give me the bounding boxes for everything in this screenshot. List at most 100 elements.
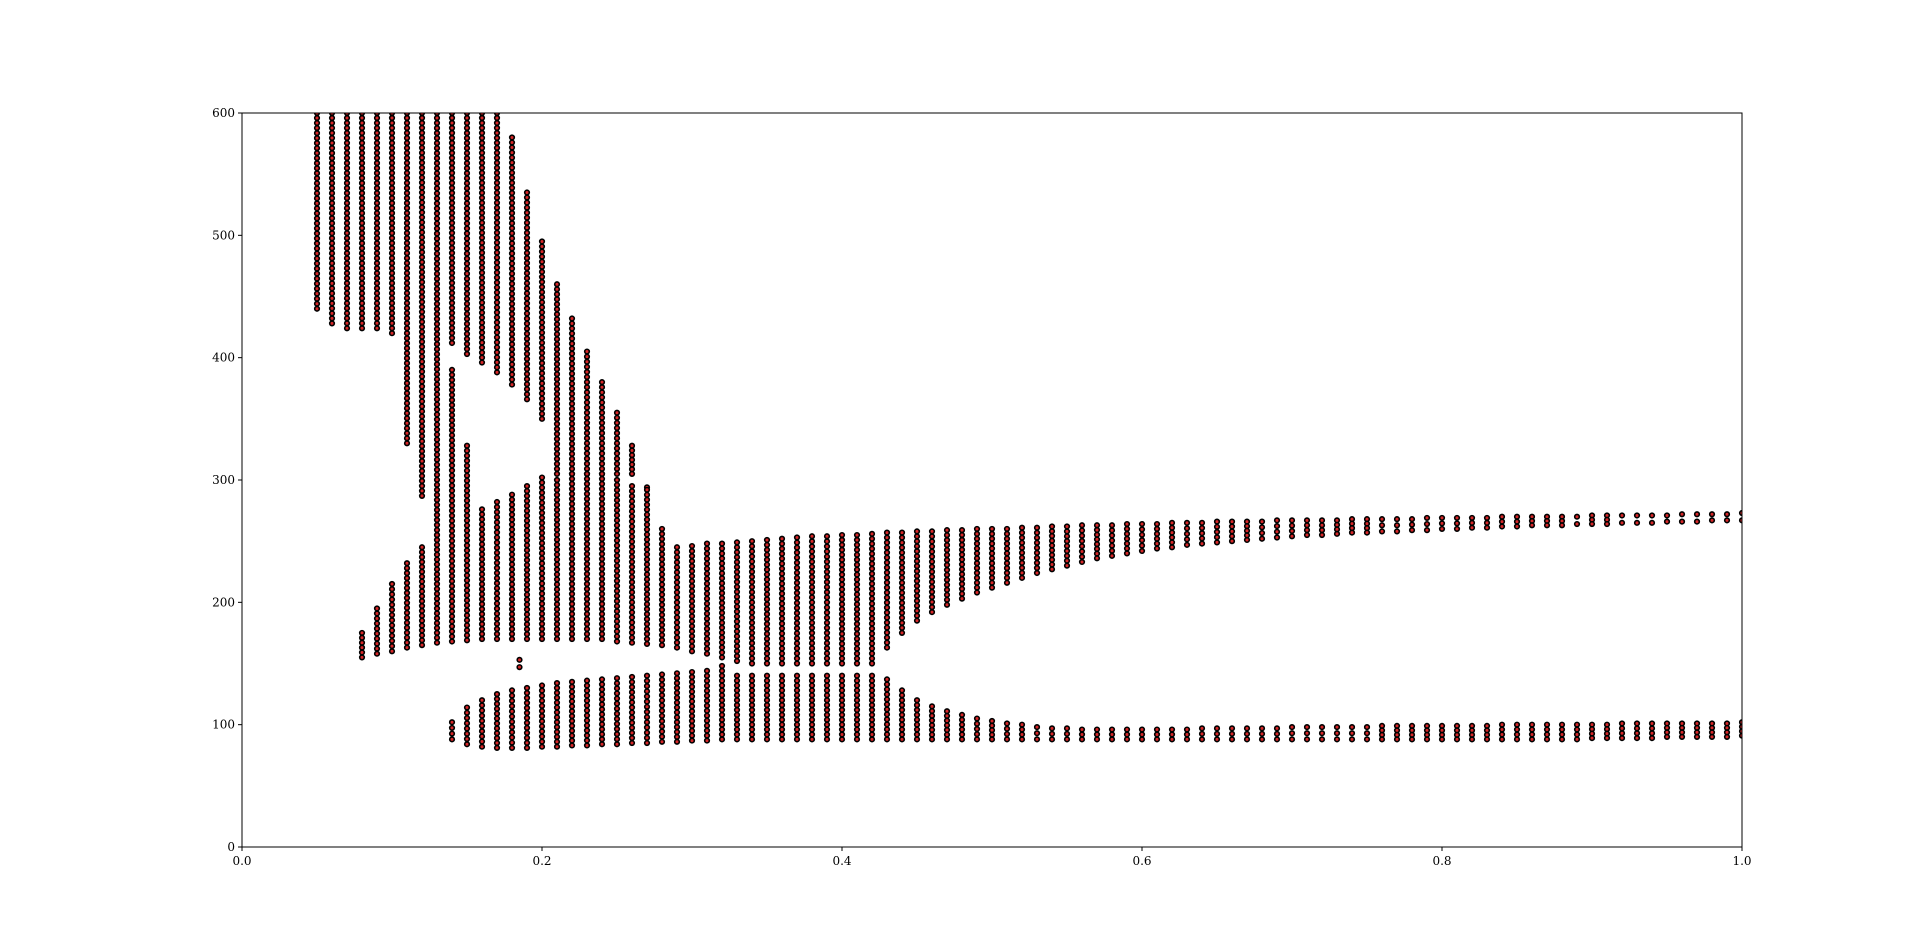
scatter-point — [313, 190, 321, 197]
scatter-point — [463, 587, 471, 594]
scatter-point — [418, 378, 426, 385]
scatter-point — [823, 655, 831, 662]
scatter-point — [778, 560, 786, 567]
scatter-point — [478, 329, 486, 336]
scatter-point — [643, 566, 651, 573]
scatter-point — [463, 527, 471, 534]
scatter-point — [433, 521, 441, 529]
scatter-point — [388, 204, 396, 212]
scatter-point — [373, 129, 381, 137]
scatter-point — [778, 595, 786, 602]
scatter-point — [433, 639, 441, 646]
scatter-point — [1513, 731, 1521, 738]
scatter-point — [493, 705, 501, 712]
scatter-point — [823, 594, 831, 601]
scatter-point — [418, 159, 426, 166]
scatter-point — [898, 604, 906, 611]
scatter-column — [1723, 511, 1731, 524]
scatter-point — [508, 320, 516, 328]
scatter-point — [493, 630, 501, 638]
scatter-point — [763, 701, 771, 709]
scatter-column — [358, 113, 366, 332]
scatter-point — [838, 586, 846, 593]
scatter-point — [733, 568, 741, 576]
scatter-point — [463, 442, 471, 449]
scatter-point — [1138, 520, 1146, 528]
scatter-point — [793, 635, 801, 642]
scatter-point — [673, 569, 681, 576]
scatter-point — [508, 734, 516, 741]
scatter-point — [418, 487, 426, 495]
scatter-point — [943, 556, 951, 564]
scatter-point — [658, 692, 666, 699]
scatter-point — [868, 545, 876, 552]
scatter-point — [598, 600, 606, 608]
scatter-point — [313, 180, 321, 187]
scatter-point — [358, 639, 366, 646]
scatter-point — [418, 254, 426, 261]
scatter-point — [973, 574, 981, 581]
scatter-point — [883, 619, 891, 626]
scatter-point — [448, 149, 456, 157]
scatter-point — [403, 579, 411, 587]
scatter-point — [778, 682, 786, 689]
scatter-point — [733, 603, 741, 610]
scatter-point — [403, 305, 411, 312]
scatter-point — [763, 606, 771, 613]
scatter-point — [463, 627, 471, 634]
scatter-point — [1033, 539, 1041, 546]
scatter-column — [373, 605, 381, 657]
scatter-point — [1603, 520, 1611, 528]
scatter-point — [1273, 522, 1281, 530]
scatter-point — [1183, 519, 1191, 526]
scatter-point — [703, 590, 711, 597]
scatter-point — [628, 604, 636, 611]
scatter-point — [463, 175, 471, 182]
scatter-point — [508, 501, 516, 508]
scatter-point — [1408, 736, 1416, 743]
scatter-point — [343, 149, 351, 157]
scatter-point — [523, 229, 531, 236]
scatter-point — [523, 381, 531, 388]
scatter-point — [508, 366, 516, 373]
scatter-point — [343, 154, 351, 162]
scatter-point — [433, 605, 441, 612]
scatter-point — [538, 570, 546, 577]
scatter-point — [538, 334, 546, 341]
scatter-point — [403, 584, 411, 592]
scatter-point — [433, 585, 441, 592]
scatter-point — [433, 511, 441, 519]
scatter-point — [388, 169, 396, 177]
scatter-point — [433, 401, 441, 408]
scatter-point — [613, 440, 621, 447]
scatter-point — [448, 164, 456, 172]
scatter-point — [373, 164, 381, 172]
scatter-point — [823, 716, 831, 723]
scatter-point — [448, 502, 456, 509]
scatter-point — [658, 530, 666, 538]
scatter-point — [1123, 736, 1131, 743]
scatter-point — [463, 487, 471, 494]
scatter-point — [673, 689, 681, 696]
scatter-point — [553, 316, 561, 323]
scatter-point — [373, 325, 381, 332]
scatter-point — [433, 590, 441, 597]
scatter-point — [553, 733, 561, 741]
scatter-point — [763, 682, 771, 689]
scatter-point — [508, 371, 516, 378]
scatter-point — [493, 625, 501, 632]
scatter-point — [583, 510, 591, 518]
scatter-point — [508, 739, 516, 746]
scatter-point — [1048, 528, 1056, 535]
scatter-point — [1633, 519, 1641, 526]
scatter-point — [688, 613, 696, 620]
scatter-point — [1558, 736, 1566, 743]
scatter-point — [418, 308, 426, 316]
scatter-point — [553, 366, 561, 373]
scatter-point — [613, 623, 621, 630]
scatter-point — [448, 339, 456, 347]
scatter-point — [688, 598, 696, 605]
scatter-point — [1033, 554, 1041, 561]
scatter-point — [928, 553, 936, 560]
